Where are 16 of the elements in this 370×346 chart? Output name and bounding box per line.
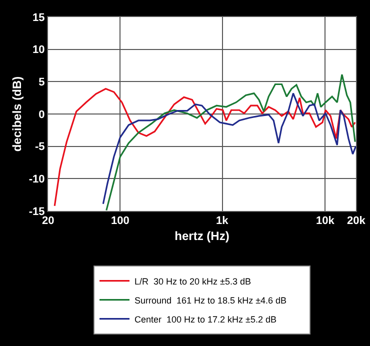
x-tick-label: 20: [42, 215, 54, 227]
y-tick-label: -10: [28, 174, 45, 186]
y-tick-label: 10: [32, 44, 45, 56]
x-tick-label: 1k: [216, 215, 230, 227]
legend-label: Center 100 Hz to 17.2 kHz ±5.2 dB: [134, 314, 277, 324]
y-tick-label: 0: [38, 108, 45, 121]
y-axis-title: decibels (dB): [10, 76, 24, 152]
x-tick-label: 100: [111, 215, 130, 227]
legend-label: L/R 30 Hz to 20 kHz ±5.3 dB: [134, 276, 251, 286]
x-tick-label: 20k: [347, 215, 366, 227]
y-tick-label: 15: [32, 12, 45, 24]
legend-label: Surround 161 Hz to 18.5 kHz ±4.6 dB: [134, 295, 287, 306]
x-tick-label: 10k: [316, 215, 336, 227]
x-axis-title: hertz (Hz): [174, 228, 230, 243]
y-tick-label: 5: [38, 76, 45, 89]
y-tick-label: -5: [35, 141, 45, 154]
